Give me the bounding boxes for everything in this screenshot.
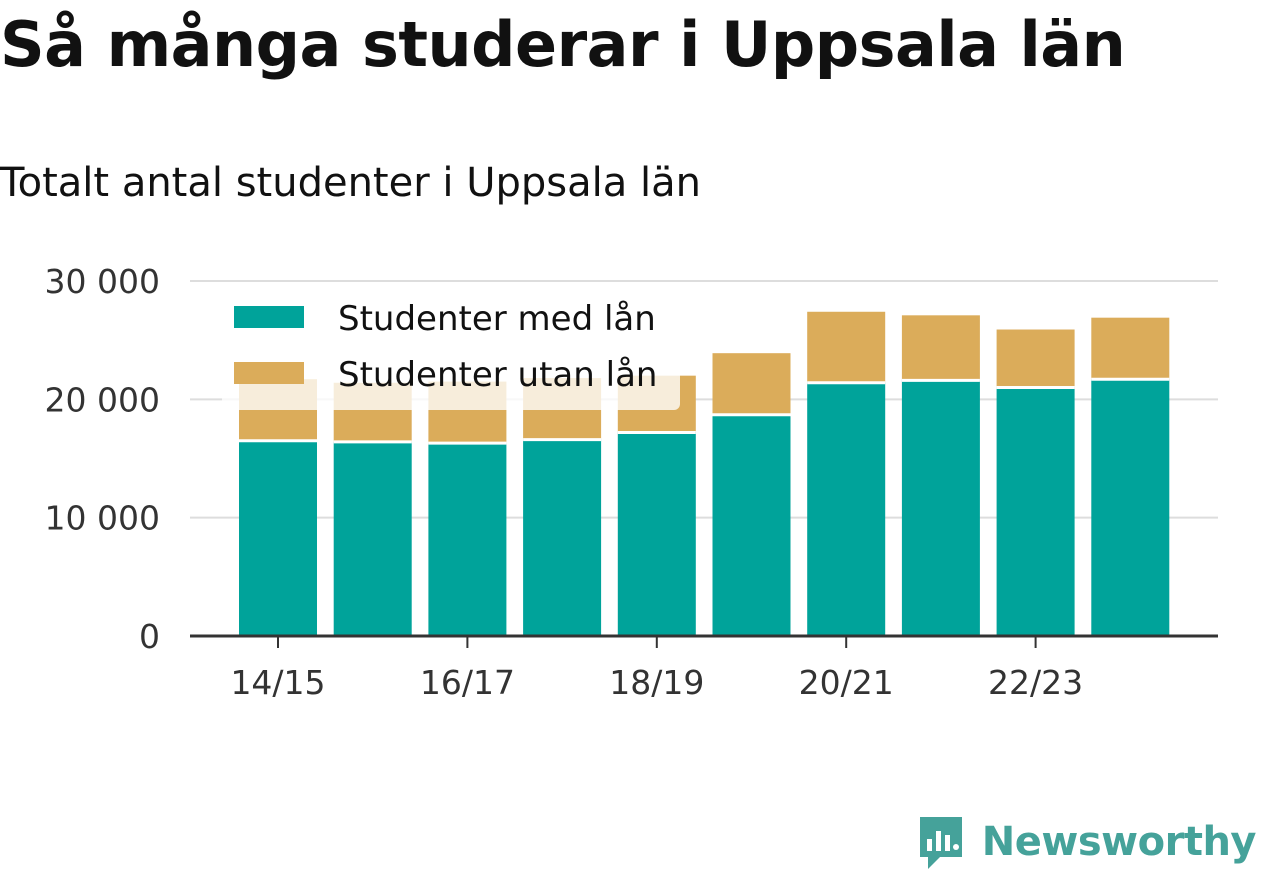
x-tick-label: 14/15 (230, 663, 325, 702)
x-tick-label: 20/21 (799, 663, 894, 702)
legend-label: Studenter utan lån (338, 355, 657, 395)
bar-without-loan (1091, 317, 1170, 380)
x-tick-label: 18/19 (609, 663, 704, 702)
bar-with-loan (996, 387, 1075, 636)
newsworthy-brand: Newsworthy (916, 813, 1257, 871)
bar-with-loan (901, 380, 980, 636)
bar-without-loan (712, 353, 791, 415)
legend-swatch (234, 362, 304, 384)
bar-with-loan (523, 439, 602, 636)
bar-with-loan (807, 382, 886, 636)
chart-subtitle: Totalt antal studenter i Uppsala län (0, 160, 701, 206)
bar-without-loan (996, 329, 1075, 388)
legend: Studenter med lån Studenter utan lån (222, 290, 680, 410)
newsworthy-logo-icon (919, 817, 962, 869)
bar-with-loan (239, 440, 317, 636)
chart-title: Så många studerar i Uppsala län (0, 8, 1126, 81)
bar-with-loan (1091, 379, 1170, 636)
bar-without-loan (901, 315, 980, 381)
legend-swatch (234, 306, 304, 328)
legend-background (222, 290, 680, 410)
brand-name: Newsworthy (981, 819, 1257, 865)
bar-with-loan (712, 414, 791, 636)
bar-with-loan (617, 432, 696, 636)
bar-without-loan (807, 311, 886, 383)
bar-with-loan (333, 441, 412, 636)
y-tick-label: 10 000 (45, 499, 160, 538)
legend-label: Studenter med lån (338, 299, 656, 339)
y-tick-label: 0 (139, 617, 160, 656)
y-tick-label: 30 000 (45, 262, 160, 301)
axes: 0 10 000 20 000 30 000 14/15 16/17 18/19 20/21 2… (45, 262, 1218, 702)
x-tick-label: 16/17 (420, 663, 515, 702)
y-tick-label: 20 000 (45, 380, 160, 419)
x-tick-label: 22/23 (988, 663, 1083, 702)
bar-with-loan (428, 443, 507, 636)
